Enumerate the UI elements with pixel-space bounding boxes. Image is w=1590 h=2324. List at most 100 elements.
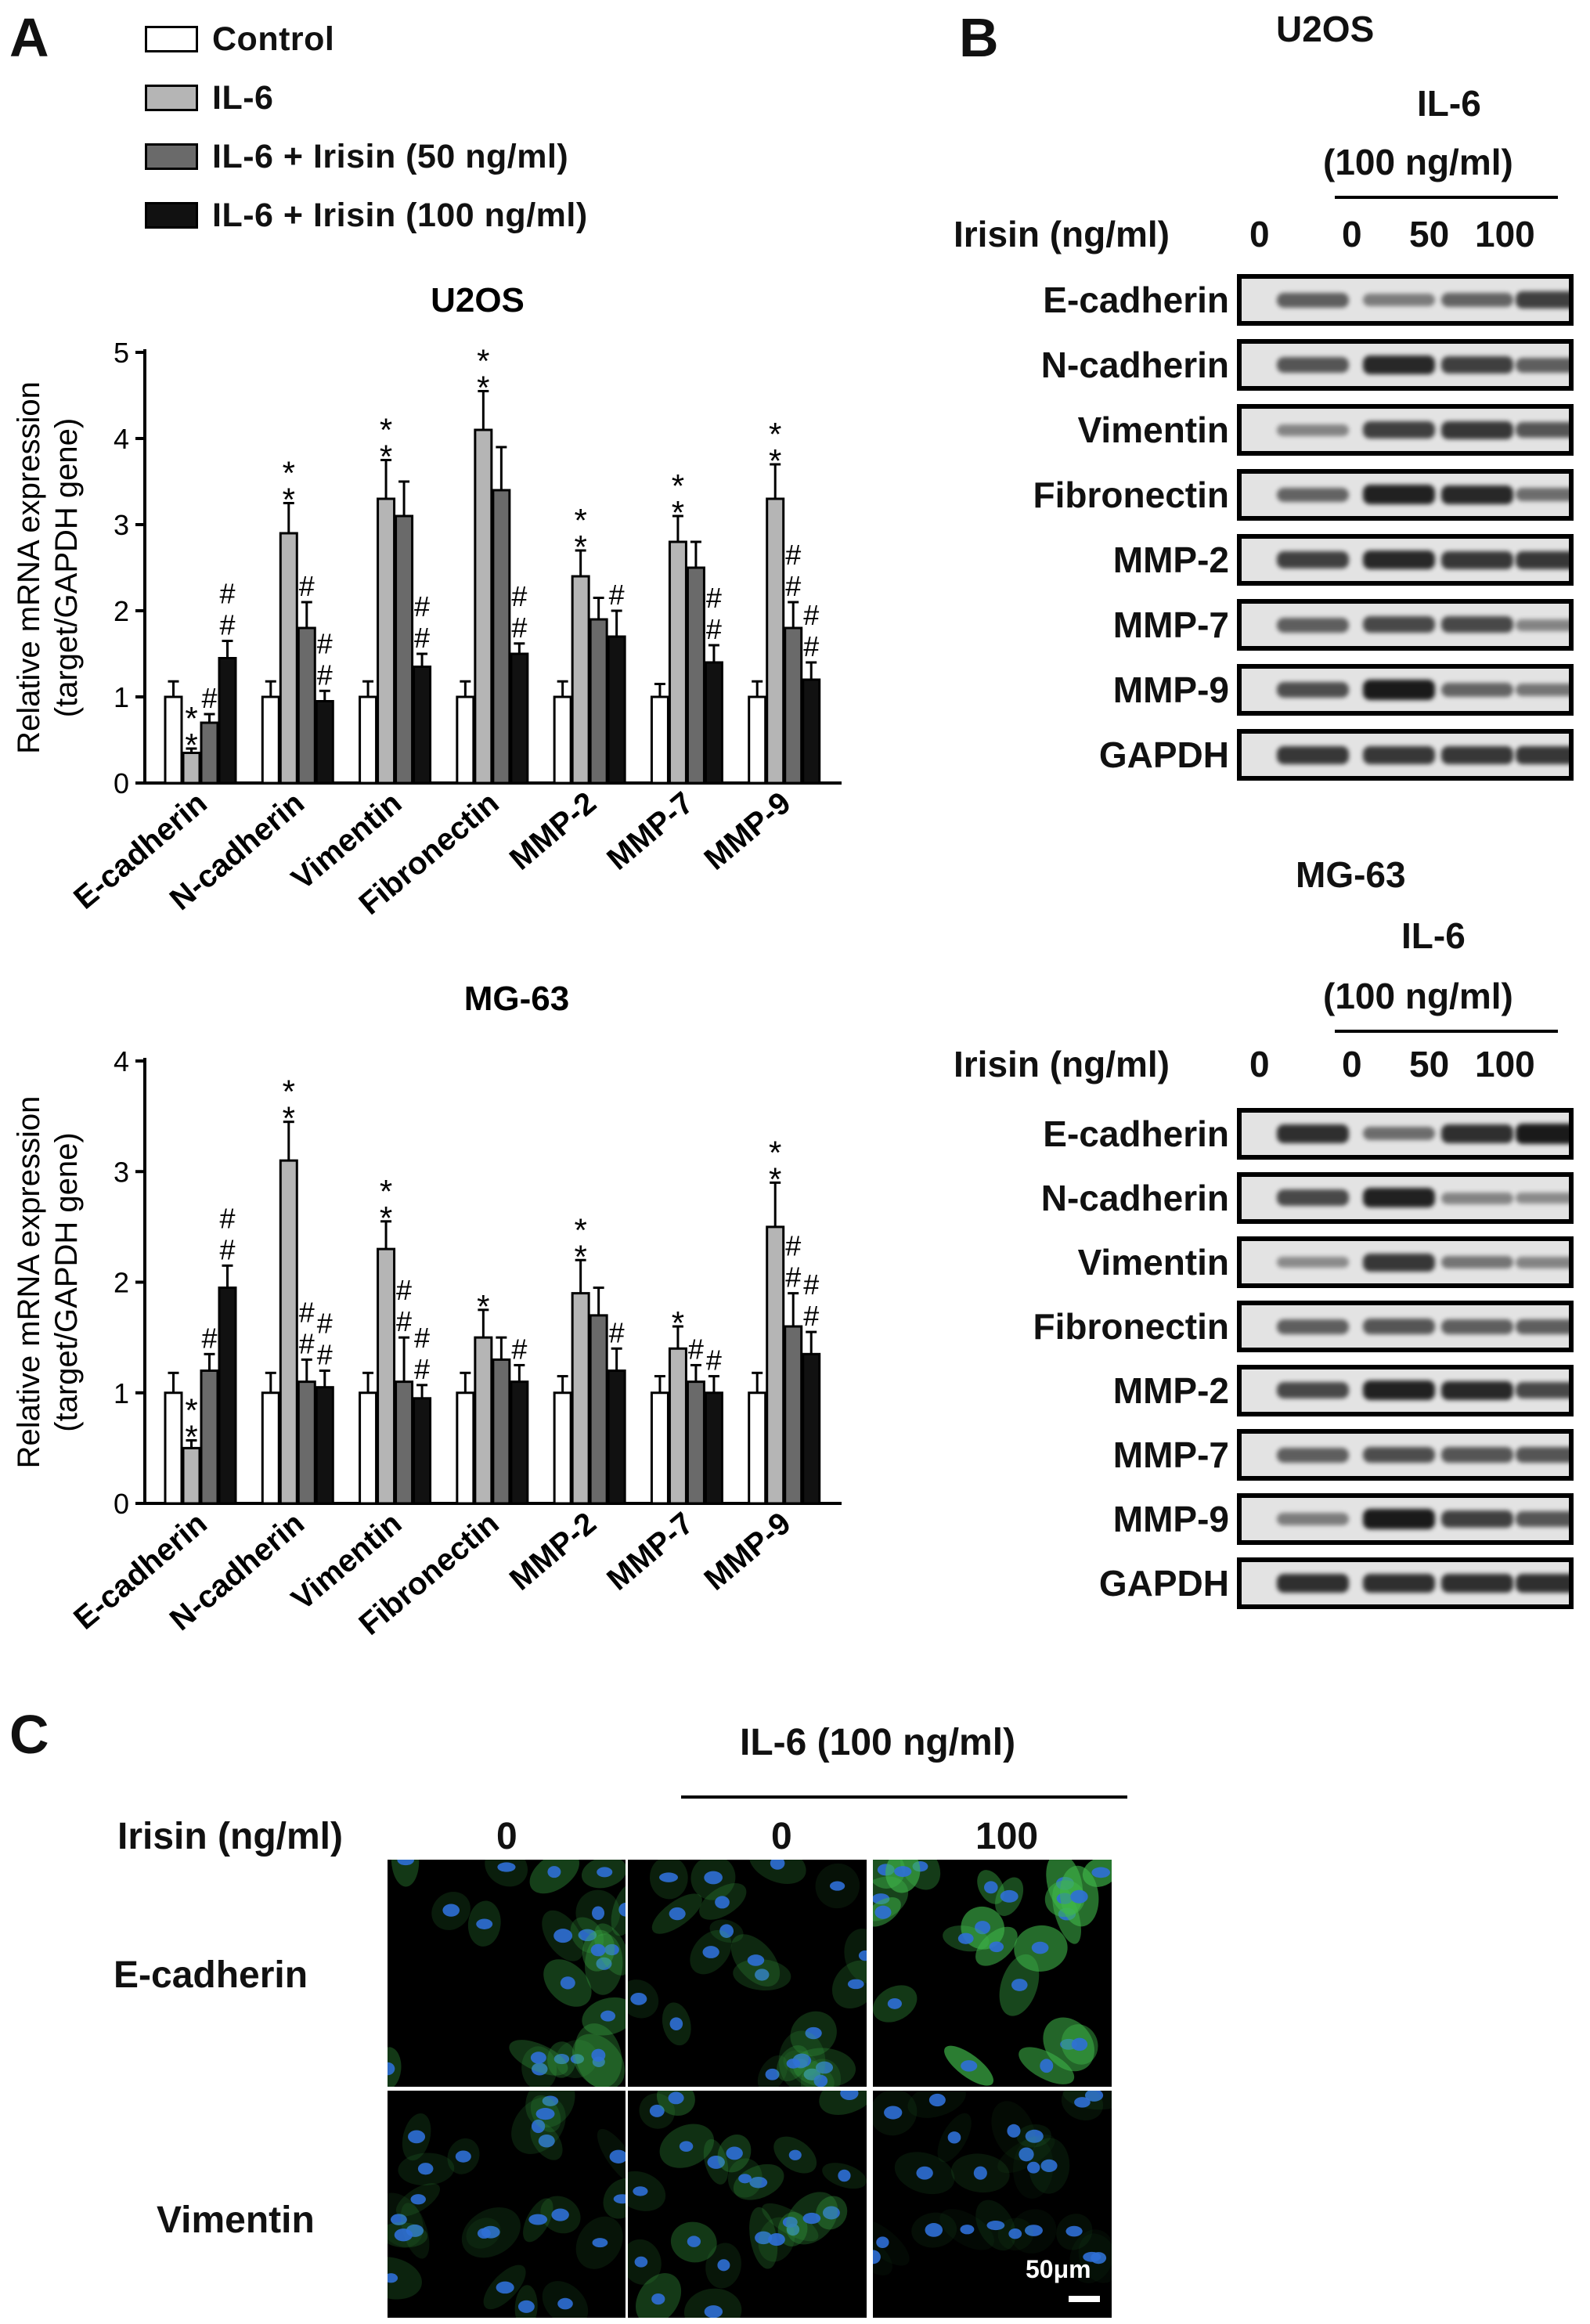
nucleus [553, 1929, 573, 1943]
bar [784, 1325, 803, 1505]
bar [164, 1391, 183, 1505]
significance-marker: * [380, 412, 392, 449]
nucleus [551, 2208, 569, 2221]
wb-band [1441, 1193, 1513, 1204]
legend-swatch-control [145, 26, 198, 52]
wb-band [1516, 488, 1569, 501]
wb-band [1516, 551, 1569, 569]
nucleus [765, 2068, 780, 2080]
nucleus [570, 2054, 585, 2064]
bar [456, 695, 475, 785]
wb-band [1441, 356, 1513, 374]
significance-marker: # [317, 1308, 333, 1340]
wb-band [1441, 1574, 1513, 1593]
bar [297, 626, 316, 785]
significance-marker: # [414, 622, 430, 654]
wb-protein-label: GAPDH [1098, 734, 1229, 775]
wb-band [1277, 424, 1349, 436]
bar [200, 1370, 219, 1505]
nucleus [410, 2194, 426, 2205]
bar [164, 695, 183, 785]
nucleus [815, 2061, 834, 2074]
bar [315, 700, 334, 785]
wb-blot-strip [1237, 599, 1574, 651]
nucleus [887, 1998, 902, 2009]
bar [261, 695, 280, 785]
wb-band [1516, 1511, 1569, 1527]
wb-band [1363, 680, 1435, 700]
significance-marker: # [511, 580, 527, 612]
wb-irisin-label: Irisin (ng/ml) [954, 214, 1170, 254]
wb-protein-label: N-cadherin [1040, 345, 1229, 385]
nucleus [1083, 2251, 1101, 2262]
cell-body [388, 2047, 402, 2087]
significance-marker: # [803, 1268, 819, 1301]
wb-protein-label: E-cadherin [1043, 280, 1229, 320]
cell-body [819, 2091, 867, 2115]
nucleus [1019, 2147, 1034, 2162]
wb-band [1277, 746, 1349, 764]
wb-blot-strip [1237, 1301, 1574, 1352]
nucleus [388, 2062, 395, 2076]
significance-marker: # [785, 1230, 801, 1262]
wb-band [1363, 294, 1435, 306]
nucleus [838, 2169, 851, 2182]
nucleus [578, 1929, 597, 1942]
significance-marker: * [477, 370, 489, 406]
nucleus [538, 2134, 555, 2148]
nucleus [840, 2091, 859, 2101]
nucleus [925, 2223, 943, 2237]
bar [607, 1370, 626, 1505]
significance-marker: # [803, 599, 819, 631]
wb-lane-label: 0 [1342, 1044, 1362, 1084]
nucleus [613, 2194, 626, 2204]
bar [413, 666, 432, 785]
nucleus [547, 1866, 561, 1878]
legend-label: Control [212, 20, 335, 58]
significance-marker: # [414, 1353, 430, 1385]
nucleus [858, 1950, 867, 1961]
if-column-label: 0 [496, 1816, 517, 1857]
micrograph [873, 2091, 1112, 2318]
bar [686, 566, 705, 785]
nucleus [847, 1979, 864, 1990]
wb-band [1441, 616, 1513, 633]
wb-band [1516, 1193, 1569, 1204]
y-tick-label: 5 [114, 337, 129, 369]
nucleus [1071, 2037, 1088, 2052]
significance-marker: # [803, 1300, 819, 1332]
bar [571, 575, 590, 785]
significance-marker: # [299, 1327, 315, 1359]
nucleus [749, 2176, 768, 2189]
significance-marker: * [769, 442, 781, 479]
wb-protein-label: MMP-2 [1112, 540, 1229, 580]
bar [456, 1391, 475, 1505]
wb-protein-label: MMP-9 [1112, 1499, 1229, 1539]
wb-treatment-dose: (100 ng/ml) [1323, 142, 1513, 182]
wb-band [1363, 421, 1435, 438]
wb-lane-label: 0 [1249, 214, 1270, 254]
significance-marker: # [219, 1233, 235, 1265]
nucleus [986, 2220, 1005, 2231]
significance-marker: * [283, 1100, 295, 1137]
micrograph-divider [626, 1860, 628, 2322]
significance-marker: # [317, 659, 333, 691]
wb-band [1441, 1124, 1513, 1143]
nucleus [394, 2228, 413, 2242]
wb-band [1363, 1188, 1435, 1207]
y-tick-label: 2 [114, 1267, 129, 1299]
wb-lane-label: 0 [1342, 214, 1362, 254]
wb-band [1277, 1574, 1349, 1593]
significance-marker: * [283, 455, 295, 492]
if-row-label: E-cadherin [114, 1954, 308, 1996]
treatment-bracket-line [1335, 196, 1558, 199]
wb-band [1516, 358, 1569, 373]
wb-blot-strip [1237, 1493, 1574, 1545]
nucleus [596, 1957, 612, 1970]
nucleus [1011, 1979, 1028, 1991]
wb-band [1441, 293, 1513, 307]
x-tick-label: MMP-9 [698, 785, 797, 877]
bar [686, 1380, 705, 1505]
wb-band [1516, 1319, 1569, 1334]
wb-protein-label: Vimentin [1077, 1242, 1229, 1283]
